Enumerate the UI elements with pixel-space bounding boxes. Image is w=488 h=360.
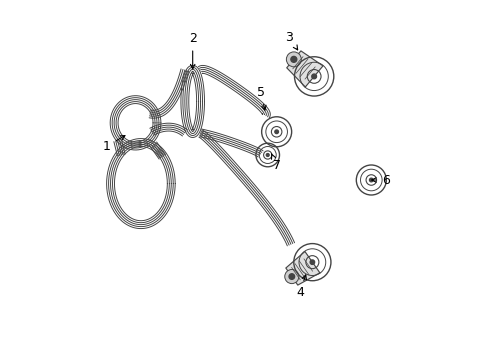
Circle shape (286, 52, 301, 67)
Circle shape (311, 74, 316, 79)
Text: 4: 4 (295, 275, 306, 299)
Circle shape (288, 274, 294, 279)
Text: 2: 2 (188, 32, 196, 69)
Circle shape (290, 57, 296, 62)
Text: 3: 3 (285, 31, 297, 50)
Text: 6: 6 (371, 174, 389, 186)
Text: 7: 7 (271, 154, 280, 172)
Circle shape (369, 178, 372, 182)
Circle shape (309, 260, 314, 264)
Polygon shape (286, 51, 323, 87)
Circle shape (266, 154, 268, 156)
Polygon shape (285, 252, 319, 285)
Circle shape (284, 270, 298, 284)
Circle shape (274, 130, 278, 134)
Text: 5: 5 (256, 86, 265, 110)
Text: 1: 1 (103, 136, 124, 153)
